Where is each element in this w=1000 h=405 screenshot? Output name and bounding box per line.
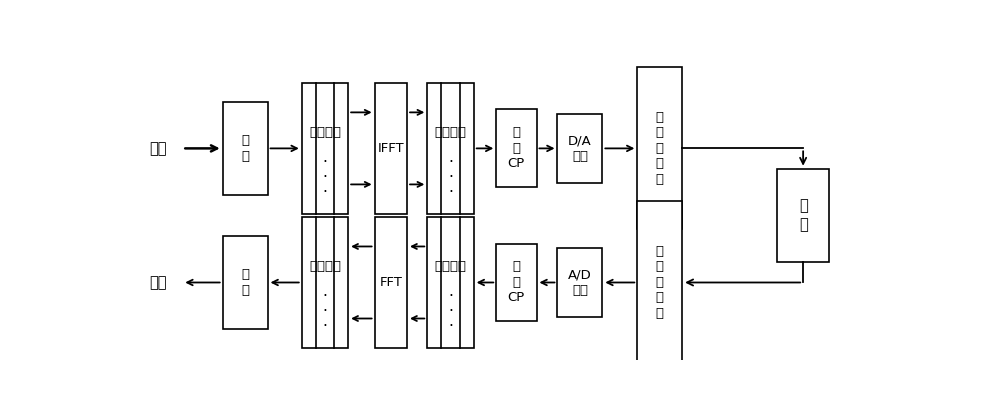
Text: 信源: 信源 — [149, 141, 166, 156]
Text: 串并转换: 串并转换 — [309, 126, 341, 139]
Bar — [427, 217, 474, 348]
Text: 去
掉
CP: 去 掉 CP — [508, 260, 525, 305]
Bar — [496, 109, 537, 188]
Bar — [375, 217, 407, 348]
Text: A/D
转换: A/D 转换 — [568, 268, 592, 297]
Text: 并串转换: 并串转换 — [309, 260, 341, 273]
Text: ·
·
·: · · · — [448, 289, 453, 334]
Bar — [375, 83, 407, 214]
Bar — [302, 83, 348, 214]
Bar — [637, 67, 682, 230]
Bar — [637, 201, 682, 364]
Text: 信
道: 信 道 — [799, 198, 808, 232]
Text: 信宿: 信宿 — [149, 275, 166, 290]
Bar — [496, 243, 537, 322]
Text: 低
通
滤
波
器: 低 通 滤 波 器 — [656, 111, 664, 186]
Bar — [302, 217, 348, 348]
Bar — [223, 102, 268, 195]
Text: 并串转换: 并串转换 — [434, 126, 466, 139]
Text: IFFT: IFFT — [378, 142, 404, 155]
Text: FFT: FFT — [379, 276, 402, 289]
Bar — [777, 168, 829, 262]
Bar — [557, 114, 602, 183]
Text: 调
制: 调 制 — [241, 134, 249, 163]
Text: ·
·
·: · · · — [448, 155, 453, 200]
Text: 低
通
滤
波
器: 低 通 滤 波 器 — [656, 245, 664, 320]
Text: D/A
转换: D/A 转换 — [568, 134, 592, 163]
Text: 插
入
CP: 插 入 CP — [508, 126, 525, 171]
Text: ·
·
·: · · · — [323, 155, 327, 200]
Text: 串并转换: 串并转换 — [434, 260, 466, 273]
Bar — [557, 248, 602, 317]
Text: 解
调: 解 调 — [241, 268, 249, 297]
Text: ·
·
·: · · · — [323, 289, 327, 334]
Bar — [223, 236, 268, 329]
Bar — [427, 83, 474, 214]
